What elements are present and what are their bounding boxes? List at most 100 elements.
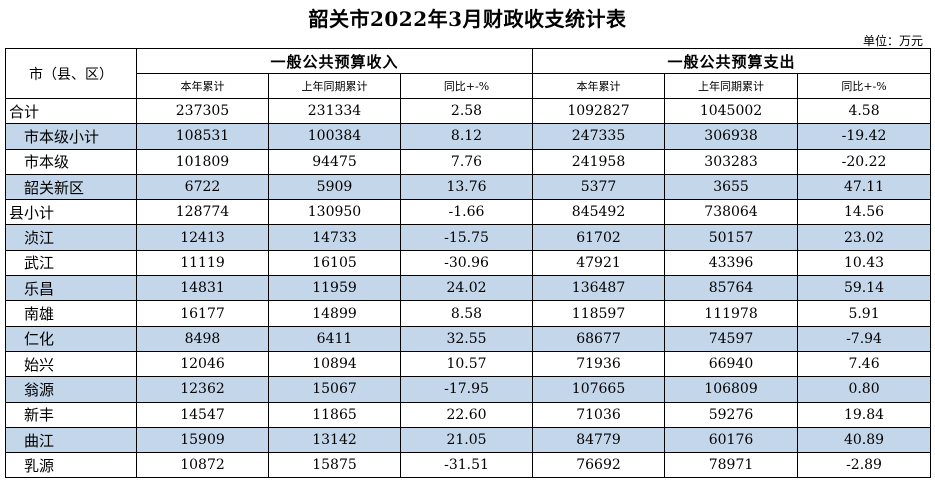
value-cell: 108531 <box>136 123 269 150</box>
value-cell: 15067 <box>268 376 401 403</box>
table-row: 县小计 128774 130950 -1.66 845492 738064 14.56 <box>5 199 932 226</box>
value-cell: 237305 <box>136 97 269 125</box>
value-cell: 10872 <box>136 452 269 479</box>
value-cell: 8.58 <box>399 300 534 327</box>
value-cell: 16177 <box>136 300 269 327</box>
value-cell: 5377 <box>532 173 666 201</box>
table-row: 合计 237305 231334 2.58 1092827 1045002 4.58 <box>5 97 932 125</box>
table-row: 南雄 16177 14899 8.58 118597 111978 5.91 <box>5 300 932 327</box>
region-name-cell: 武江 <box>5 249 137 277</box>
region-name-cell: 翁源 <box>5 376 137 403</box>
value-cell: 74597 <box>664 325 799 352</box>
value-cell: 32.55 <box>399 325 534 352</box>
value-cell: 303283 <box>664 148 799 175</box>
table-row: 韶关新区 6722 5909 13.76 5377 3655 47.11 <box>5 173 932 201</box>
value-cell: 47921 <box>532 249 666 277</box>
value-cell: -20.22 <box>797 148 932 175</box>
region-name-cell: 市本级小计 <box>5 123 137 150</box>
table-row: 市本级小计 108531 100384 8.12 247335 306938 -19.42 <box>5 123 932 150</box>
value-cell: 6411 <box>268 325 401 352</box>
region-name-cell: 曲江 <box>5 426 137 454</box>
value-cell: 738064 <box>664 199 799 226</box>
value-cell: 3655 <box>664 173 799 201</box>
table-row: 始兴 12046 10894 10.57 71936 66940 7.46 <box>5 350 932 378</box>
value-cell: 84779 <box>532 426 666 454</box>
value-cell: -7.94 <box>797 325 932 352</box>
value-cell: 43396 <box>664 249 799 277</box>
value-cell: 14831 <box>136 275 269 302</box>
value-cell: -1.66 <box>399 199 534 226</box>
column-header: 上年同期累计 <box>268 73 401 99</box>
region-name-cell: 合计 <box>5 97 137 125</box>
value-cell: 100384 <box>268 123 401 150</box>
value-cell: 107665 <box>532 376 666 403</box>
value-cell: 14.56 <box>797 199 932 226</box>
value-cell: 6722 <box>136 173 269 201</box>
value-cell: 10894 <box>268 350 401 378</box>
value-cell: 130950 <box>268 199 401 226</box>
value-cell: 16105 <box>268 249 401 277</box>
value-cell: 66940 <box>664 350 799 378</box>
value-cell: 111978 <box>664 300 799 327</box>
region-name-cell: 新丰 <box>5 401 137 428</box>
value-cell: 14733 <box>268 224 401 251</box>
value-cell: 136487 <box>532 275 666 302</box>
region-name-cell: 仁化 <box>5 325 137 352</box>
table-row: 武江 11119 16105 -30.96 47921 43396 10.43 <box>5 249 932 277</box>
value-cell: 7.46 <box>797 350 932 378</box>
value-cell: 40.89 <box>797 426 932 454</box>
value-cell: 128774 <box>136 199 269 226</box>
region-name-cell: 乳源 <box>5 452 137 479</box>
value-cell: 8.12 <box>399 123 534 150</box>
value-cell: 306938 <box>664 123 799 150</box>
column-header: 同比+-% <box>399 73 534 99</box>
value-cell: 12413 <box>136 224 269 251</box>
value-cell: -30.96 <box>399 249 534 277</box>
value-cell: 231334 <box>268 97 401 125</box>
value-cell: 47.11 <box>797 173 932 201</box>
value-cell: 14547 <box>136 401 269 428</box>
page-title: 韶关市2022年3月财政收支统计表 <box>308 7 627 31</box>
value-cell: 0.80 <box>797 376 932 403</box>
value-cell: 11865 <box>268 401 401 428</box>
value-cell: 15875 <box>268 452 401 479</box>
value-cell: 15909 <box>136 426 269 454</box>
value-cell: 4.58 <box>797 97 932 125</box>
expenditure-group-header: 一般公共预算支出 <box>532 48 932 74</box>
region-name-cell: 浈江 <box>5 224 137 251</box>
value-cell: 60176 <box>664 426 799 454</box>
value-cell: 71036 <box>532 401 666 428</box>
value-cell: 12046 <box>136 350 269 378</box>
value-cell: 76692 <box>532 452 666 479</box>
region-name-cell: 始兴 <box>5 350 137 378</box>
value-cell: 106809 <box>664 376 799 403</box>
region-column-header: 市（县、区） <box>5 48 137 99</box>
table-row: 曲江 15909 13142 21.05 84779 60176 40.89 <box>5 426 932 454</box>
column-header: 上年同期累计 <box>664 73 799 99</box>
table-row: 浈江 12413 14733 -15.75 61702 50157 23.02 <box>5 224 932 251</box>
value-cell: 94475 <box>268 148 401 175</box>
value-cell: 1045002 <box>664 97 799 125</box>
region-name-cell: 县小计 <box>5 199 137 226</box>
value-cell: -31.51 <box>399 452 534 479</box>
table-row: 乳源 10872 15875 -31.51 76692 78971 -2.89 <box>5 452 932 479</box>
value-cell: 78971 <box>664 452 799 479</box>
column-header: 本年累计 <box>136 73 269 99</box>
value-cell: 21.05 <box>399 426 534 454</box>
value-cell: 2.58 <box>399 97 534 125</box>
table-row: 市本级 101809 94475 7.76 241958 303283 -20.22 <box>5 148 932 175</box>
column-header: 同比+-% <box>797 73 932 99</box>
value-cell: 13.76 <box>399 173 534 201</box>
value-cell: 24.02 <box>399 275 534 302</box>
value-cell: -17.95 <box>399 376 534 403</box>
table-row: 翁源 12362 15067 -17.95 107665 106809 0.80 <box>5 376 932 403</box>
value-cell: 71936 <box>532 350 666 378</box>
value-cell: 85764 <box>664 275 799 302</box>
value-cell: 61702 <box>532 224 666 251</box>
value-cell: 845492 <box>532 199 666 226</box>
value-cell: 1092827 <box>532 97 666 125</box>
unit-label: 单位：万元 <box>862 34 923 48</box>
value-cell: 10.43 <box>797 249 932 277</box>
table-row: 新丰 14547 11865 22.60 71036 59276 19.84 <box>5 401 932 428</box>
value-cell: 101809 <box>136 148 269 175</box>
